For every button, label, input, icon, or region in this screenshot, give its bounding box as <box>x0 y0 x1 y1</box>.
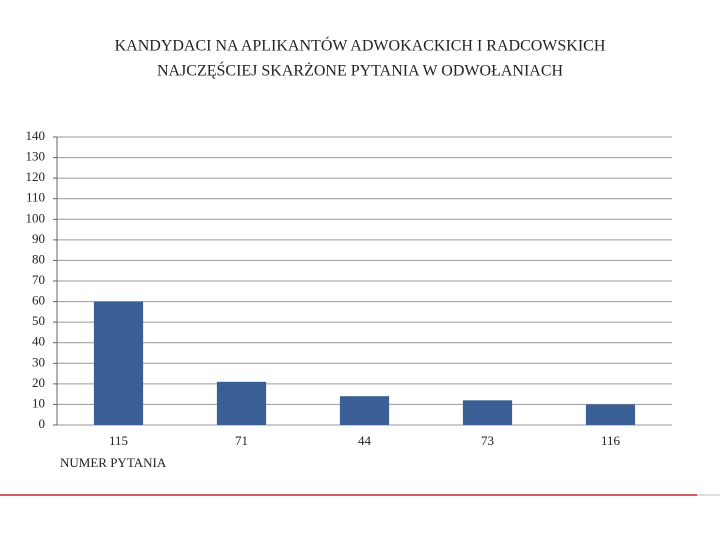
y-tick-label: 140 <box>26 128 46 143</box>
y-tick-label: 90 <box>32 231 45 246</box>
y-tick-label: 20 <box>32 375 45 390</box>
bar <box>462 400 513 425</box>
y-tick-label: 10 <box>32 395 45 410</box>
y-tick-label: 30 <box>32 354 45 369</box>
x-tick-label: 44 <box>358 433 372 448</box>
y-tick-label: 130 <box>26 149 46 164</box>
y-tick-label: 50 <box>32 313 45 328</box>
bar <box>93 301 144 425</box>
bar <box>585 404 636 425</box>
x-tick-label: 115 <box>109 433 128 448</box>
x-tick-label: 73 <box>481 433 494 448</box>
y-tick-label: 60 <box>32 293 45 308</box>
bar <box>339 396 390 425</box>
chart-title-line: KANDYDACI NA APLIKANTÓW ADWOKACKICH I RA… <box>115 36 606 55</box>
y-tick-label: 110 <box>26 190 45 205</box>
y-tick-label: 40 <box>32 334 45 349</box>
y-tick-label: 120 <box>26 169 46 184</box>
x-axis-label: NUMER PYTANIA <box>60 455 167 470</box>
bar <box>216 381 267 425</box>
y-tick-label: 0 <box>39 416 46 431</box>
y-tick-label: 80 <box>32 251 45 266</box>
chart-title-line: NAJCZĘŚCIEJ SKARŻONE PYTANIA W ODWOŁANIA… <box>157 61 564 80</box>
x-tick-label: 71 <box>235 433 248 448</box>
x-tick-label: 116 <box>601 433 621 448</box>
y-tick-label: 100 <box>26 210 46 225</box>
y-tick-label: 70 <box>32 272 45 287</box>
